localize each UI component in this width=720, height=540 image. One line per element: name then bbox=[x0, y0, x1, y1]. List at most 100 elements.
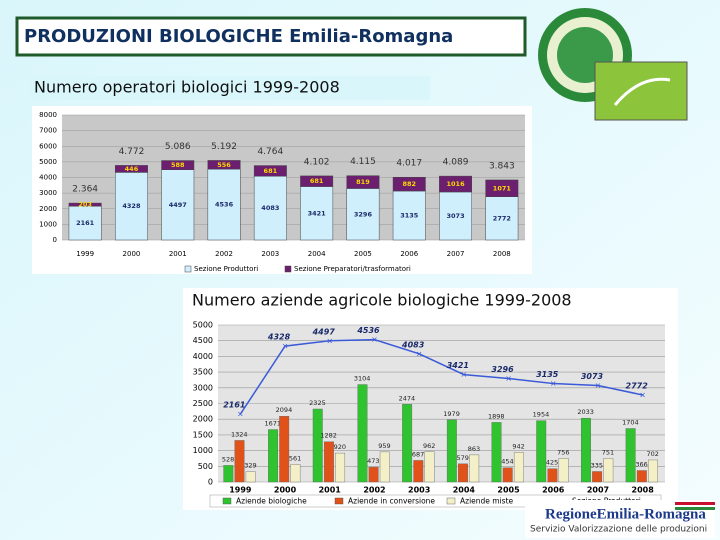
y-tick-label: 0 bbox=[208, 478, 213, 487]
value-label: 756 bbox=[557, 448, 569, 456]
value-label: 687 bbox=[412, 450, 424, 458]
line-label: 3135 bbox=[536, 370, 559, 379]
bar bbox=[268, 429, 278, 483]
chart-aziende: 0 500 1000 1500 2000 2500 3000 3500 4000 4500 5000… bbox=[193, 321, 665, 508]
line-label: 4328 bbox=[267, 333, 291, 342]
value-label: 446 bbox=[125, 165, 139, 173]
value-label: 2033 bbox=[577, 408, 594, 416]
value-label: 2325 bbox=[309, 399, 326, 407]
bar bbox=[335, 452, 346, 483]
bar bbox=[536, 420, 547, 483]
line-marker: × bbox=[595, 381, 602, 390]
bar-segment bbox=[439, 191, 473, 241]
line-marker: × bbox=[505, 374, 512, 383]
bar bbox=[580, 417, 591, 483]
value-label: 473 bbox=[367, 457, 379, 465]
value-label: 3421 bbox=[308, 209, 327, 217]
value-label: 579 bbox=[457, 454, 469, 462]
value-label: 3296 bbox=[354, 210, 373, 218]
logo-text: RegioneEmilia-Romagna bbox=[545, 506, 706, 522]
value-label: 2474 bbox=[399, 394, 416, 402]
bar bbox=[603, 458, 614, 483]
value-label: 1671 bbox=[264, 420, 281, 428]
logo-subtext: Servizio Valorizzazione delle produzioni bbox=[530, 525, 707, 535]
legend-label: Aziende in conversione bbox=[348, 497, 435, 506]
chart-operatori: 0 1000 2000 3000 4000 5000 6000 7000 8000 2161 203… bbox=[39, 111, 525, 273]
x-tick-label: 2006 bbox=[400, 250, 418, 258]
bar bbox=[592, 471, 603, 483]
x-tick-label: 2007 bbox=[587, 486, 609, 495]
value-label: 1282 bbox=[320, 432, 337, 440]
value-label: 1704 bbox=[622, 418, 639, 426]
x-tick-label: 1999 bbox=[229, 486, 252, 495]
bar-segment bbox=[253, 175, 287, 241]
x-tick-label: 2002 bbox=[363, 486, 385, 495]
value-label: 2772 bbox=[493, 214, 511, 222]
bar-segment bbox=[68, 205, 102, 241]
bar bbox=[513, 452, 524, 483]
value-label: 942 bbox=[512, 442, 524, 450]
legend-swatch bbox=[284, 265, 292, 273]
x-tick-label: 2008 bbox=[632, 486, 655, 495]
x-tick-label: 2002 bbox=[215, 250, 233, 258]
bar bbox=[491, 422, 502, 483]
line-marker: × bbox=[550, 379, 557, 388]
value-label: 3073 bbox=[447, 212, 465, 220]
x-tick-label: 2001 bbox=[169, 250, 187, 258]
value-label: 588 bbox=[171, 161, 185, 169]
y-tick-label: 7000 bbox=[39, 127, 57, 135]
value-label: 1016 bbox=[447, 180, 466, 188]
subtitle-bg bbox=[30, 76, 430, 100]
y-tick-label: 5000 bbox=[39, 158, 57, 166]
value-label: 702 bbox=[646, 450, 658, 458]
bar bbox=[279, 416, 290, 483]
y-tick-label: 2000 bbox=[193, 415, 213, 424]
value-label: 203 bbox=[78, 201, 92, 209]
value-label: 454 bbox=[501, 458, 513, 466]
y-tick-label: 1500 bbox=[193, 430, 213, 439]
value-label: 819 bbox=[356, 178, 370, 186]
value-label: 366 bbox=[635, 461, 647, 469]
bar bbox=[223, 465, 234, 483]
line-marker: × bbox=[416, 349, 423, 358]
y-tick-label: 8000 bbox=[39, 111, 57, 119]
bar bbox=[558, 458, 569, 483]
x-tick-label: 2004 bbox=[308, 250, 326, 258]
y-tick-label: 1000 bbox=[193, 446, 213, 455]
x-tick-label: 2005 bbox=[497, 486, 520, 495]
bar-segment bbox=[68, 202, 102, 207]
value-label: 561 bbox=[289, 454, 301, 462]
value-label: 1979 bbox=[443, 410, 460, 418]
value-label: 2094 bbox=[276, 406, 293, 414]
line-label: 2161 bbox=[223, 401, 245, 410]
x-tick-label: 2005 bbox=[354, 250, 372, 258]
value-label: 920 bbox=[334, 443, 346, 451]
legend-swatch bbox=[334, 497, 344, 505]
total-label: 5.086 bbox=[165, 142, 191, 152]
bar-segment bbox=[114, 165, 148, 173]
line-marker: × bbox=[371, 335, 378, 344]
y-tick-label: 2000 bbox=[39, 205, 57, 213]
bar-segment bbox=[300, 175, 334, 187]
bar-segment bbox=[161, 160, 195, 170]
value-label: 4083 bbox=[261, 204, 279, 212]
bar bbox=[502, 467, 513, 483]
x-tick-label: 2000 bbox=[274, 486, 297, 495]
total-label: 4.017 bbox=[396, 159, 422, 169]
y-tick-label: 6000 bbox=[39, 142, 57, 150]
line-label: 3073 bbox=[581, 372, 604, 381]
legend-swatch bbox=[184, 265, 192, 273]
bar-segment bbox=[392, 190, 426, 241]
x-tick-label: 2000 bbox=[123, 250, 141, 258]
line bbox=[239, 338, 643, 415]
y-tick-label: 3000 bbox=[193, 383, 213, 392]
value-label: 959 bbox=[378, 442, 390, 450]
bar-segment bbox=[207, 168, 241, 241]
bar bbox=[469, 454, 480, 483]
legend-label: Aziende miste bbox=[460, 497, 514, 506]
chart-title: Numero aziende agricole biologiche 1999-… bbox=[192, 291, 572, 310]
line-label: 3296 bbox=[491, 365, 514, 374]
line-marker: × bbox=[460, 370, 467, 379]
